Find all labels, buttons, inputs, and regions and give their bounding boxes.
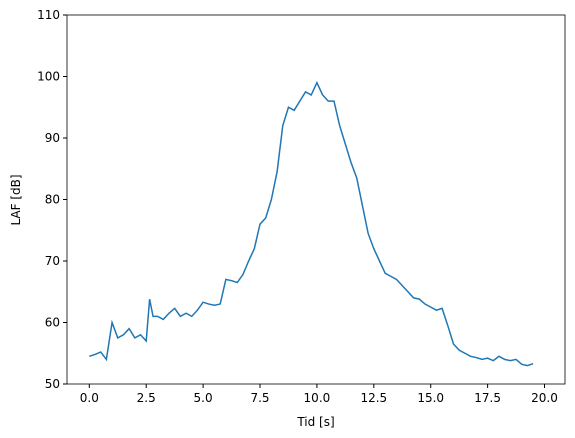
x-tick-label: 10.0 xyxy=(304,391,331,405)
y-tick-label: 100 xyxy=(37,70,60,84)
plot-frame xyxy=(66,14,566,385)
y-tick-label: 110 xyxy=(37,8,60,22)
y-tick-label: 90 xyxy=(45,131,60,145)
x-tick-label: 7.5 xyxy=(250,391,269,405)
y-tick-label: 80 xyxy=(45,193,60,207)
y-tick-label: 70 xyxy=(45,254,60,268)
y-tick-label: 60 xyxy=(45,316,60,330)
x-axis-label: Tid [s] xyxy=(296,415,334,429)
x-tick-label: 20.0 xyxy=(531,391,558,405)
x-tick-label: 2.5 xyxy=(137,391,156,405)
x-tick-label: 17.5 xyxy=(474,391,501,405)
x-tick-label: 0.0 xyxy=(80,391,99,405)
x-tick-label: 5.0 xyxy=(194,391,213,405)
x-tick-label: 12.5 xyxy=(360,391,387,405)
data-line xyxy=(89,80,534,367)
y-tick-label: 50 xyxy=(45,377,60,391)
y-axis-label: LAF [dB] xyxy=(9,174,23,225)
x-tick-label: 15.0 xyxy=(417,391,444,405)
